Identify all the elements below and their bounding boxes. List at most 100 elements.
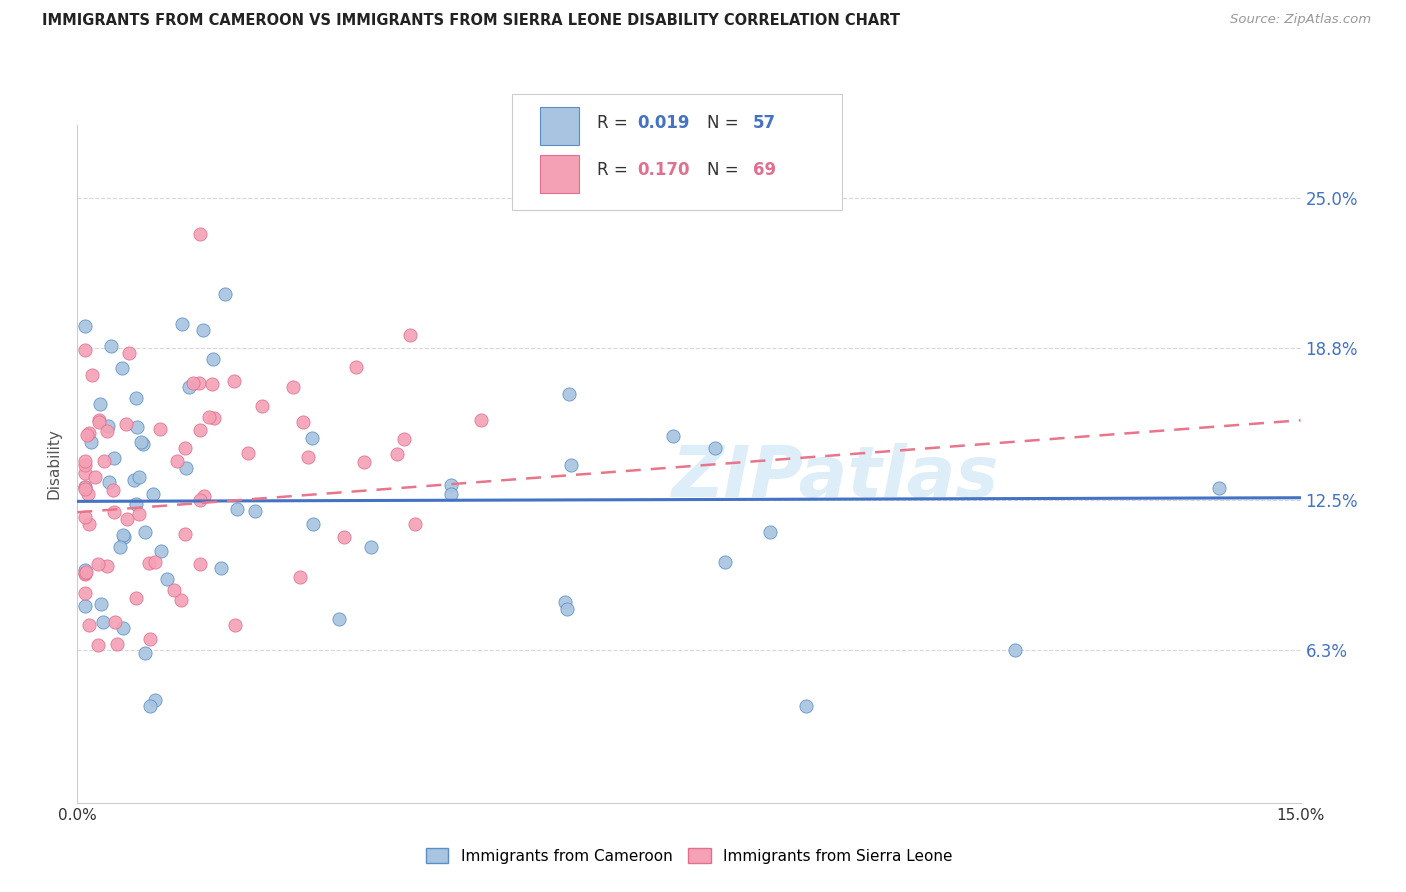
Point <box>79 425 101 440</box>
Text: R =: R = <box>598 114 633 132</box>
Point <box>111 621 134 635</box>
Text: ZIPatlas: ZIPatlas <box>672 443 1000 512</box>
Point <box>333 530 356 544</box>
Point <box>111 527 134 541</box>
Point <box>174 527 197 541</box>
Point <box>127 420 149 434</box>
Point <box>93 454 115 468</box>
Point <box>75 563 97 577</box>
Point <box>1208 481 1230 495</box>
Point <box>111 361 134 376</box>
Point <box>84 470 107 484</box>
Text: IMMIGRANTS FROM CAMEROON VS IMMIGRANTS FROM SIERRA LEONE DISABILITY CORRELATION : IMMIGRANTS FROM CAMEROON VS IMMIGRANTS F… <box>42 13 900 29</box>
Point <box>139 698 162 713</box>
Point <box>75 453 97 467</box>
Point <box>138 556 160 570</box>
Point <box>1004 643 1026 657</box>
Point <box>132 437 155 451</box>
Point <box>554 595 576 609</box>
Point <box>191 323 214 337</box>
Point <box>385 447 408 461</box>
Point <box>174 442 197 456</box>
Point <box>174 460 197 475</box>
Legend: Immigrants from Cameroon, Immigrants from Sierra Leone: Immigrants from Cameroon, Immigrants fro… <box>419 842 959 870</box>
Point <box>142 486 165 500</box>
Point <box>80 368 103 383</box>
Point <box>75 599 97 614</box>
Point <box>202 352 225 367</box>
Point <box>90 597 112 611</box>
Point <box>75 466 97 480</box>
Point <box>143 692 166 706</box>
Point <box>224 617 246 632</box>
Point <box>193 489 215 503</box>
FancyBboxPatch shape <box>512 95 842 210</box>
Point <box>149 422 172 436</box>
Point <box>558 387 581 401</box>
Point <box>108 540 131 554</box>
Text: R =: R = <box>598 161 633 179</box>
Point <box>170 593 193 607</box>
Bar <box>540 154 579 193</box>
Point <box>149 543 172 558</box>
Point <box>281 380 304 394</box>
Point <box>75 586 97 600</box>
Point <box>115 417 138 431</box>
Text: N =: N = <box>707 114 744 132</box>
Point <box>76 428 98 442</box>
Point <box>156 572 179 586</box>
Point <box>188 227 211 241</box>
Point <box>139 632 162 646</box>
Point <box>344 359 367 374</box>
Point <box>759 525 782 540</box>
Point <box>129 435 152 450</box>
Point <box>75 343 97 357</box>
Point <box>124 591 146 605</box>
Point <box>188 557 211 571</box>
Point <box>134 646 156 660</box>
Point <box>96 559 118 574</box>
Point <box>162 582 184 597</box>
Point <box>96 424 118 438</box>
Point <box>440 478 463 492</box>
Point <box>128 507 150 521</box>
Text: 0.170: 0.170 <box>637 161 690 179</box>
Point <box>353 454 375 468</box>
Point <box>104 615 127 629</box>
Y-axis label: Disability: Disability <box>46 428 62 500</box>
Point <box>75 566 97 581</box>
Point <box>97 475 120 489</box>
Point <box>399 327 422 342</box>
Point <box>115 512 138 526</box>
Point <box>91 615 114 629</box>
Point <box>794 698 817 713</box>
Point <box>101 483 124 498</box>
Text: 0.019: 0.019 <box>637 114 690 132</box>
Point <box>87 638 110 652</box>
Point <box>360 541 382 555</box>
Point <box>134 524 156 539</box>
Point <box>214 287 236 301</box>
Point <box>77 487 100 501</box>
Text: N =: N = <box>707 161 744 179</box>
Point <box>125 497 148 511</box>
Point <box>103 505 125 519</box>
Point <box>404 516 426 531</box>
Point <box>87 412 110 426</box>
Point <box>209 561 232 575</box>
Point <box>118 345 141 359</box>
Point <box>202 410 225 425</box>
Point <box>122 474 145 488</box>
Point <box>301 516 323 531</box>
Point <box>166 454 188 468</box>
Point <box>75 482 97 496</box>
Point <box>172 317 194 331</box>
Point <box>75 479 97 493</box>
Text: 57: 57 <box>752 114 776 132</box>
Point <box>75 509 97 524</box>
Point <box>245 504 267 518</box>
Point <box>250 399 273 413</box>
Point <box>103 451 125 466</box>
Point <box>89 397 111 411</box>
Point <box>555 601 578 615</box>
